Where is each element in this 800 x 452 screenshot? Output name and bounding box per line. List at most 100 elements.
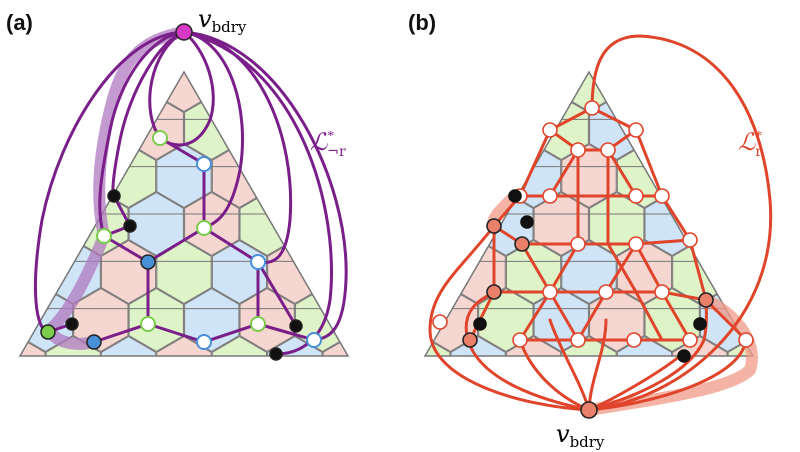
hexagon-tile — [644, 96, 700, 160]
vertex-open-green — [196, 220, 212, 236]
hexagon-tile — [616, 336, 673, 356]
vertex-open-green — [250, 316, 266, 332]
vertex-filled-salmon — [514, 236, 530, 252]
loop-outer-left-b — [428, 224, 591, 412]
vertex-open-green — [140, 316, 156, 332]
inner-edge-5 — [256, 260, 298, 328]
hexagon-tile — [756, 289, 800, 352]
hexagon-tile — [756, 193, 800, 256]
vertex-label-b-sub: bdry — [570, 433, 605, 451]
hexagon-tile — [478, 96, 534, 160]
loop-to-black — [111, 30, 186, 198]
hexagon-tile — [672, 72, 728, 112]
hexagon-tile — [784, 145, 800, 208]
vertices-b — [432, 100, 754, 419]
hexagon-tile — [672, 144, 728, 208]
loop-lines-a — [34, 30, 348, 356]
vertex-open-red — [570, 332, 586, 348]
hexagon-tile — [406, 193, 460, 256]
hexagon-tile — [267, 72, 323, 112]
lattice-loop-2 — [590, 106, 748, 342]
hexagon-tile — [240, 1, 294, 64]
vertex-open-red — [584, 100, 600, 116]
vertex-open-red — [600, 142, 616, 158]
loop-outer-right-b — [587, 34, 773, 412]
vertex-black — [508, 189, 522, 203]
vertex-open-blue — [196, 334, 212, 350]
vertex-open-red — [628, 188, 644, 204]
hexagon-tile — [450, 72, 506, 112]
hexagon-tile — [505, 72, 562, 112]
panel-b: (b) vbdry ℒ* r — [312, 1, 800, 451]
vertex-black — [693, 317, 707, 331]
loop-label-b: ℒ* r — [738, 128, 762, 160]
hexagon-tile — [128, 288, 184, 352]
hexagon-tile — [379, 241, 433, 304]
vertex-open-red — [628, 236, 644, 252]
vertex-filled-salmon — [462, 332, 478, 348]
open-vertices-b — [432, 100, 754, 348]
loop-label-b-sub: r — [755, 144, 762, 160]
loop-right-b3 — [587, 354, 682, 412]
vertex-black — [473, 317, 487, 331]
hexagon-tile — [784, 241, 800, 304]
hexagon-tile — [590, 1, 644, 64]
hexagon-tile — [368, 289, 422, 352]
loop-label-a-main: ℒ — [310, 128, 328, 156]
vertex-filled-blue — [86, 334, 102, 350]
vertex-label-b: vbdry — [556, 420, 605, 451]
hexagon-tile — [312, 193, 366, 256]
vertex-open-blue — [250, 254, 266, 270]
vertex-open-red — [626, 332, 642, 348]
vertex-open-green — [152, 130, 168, 146]
vertex-black — [289, 319, 303, 333]
hexagon-tile — [100, 336, 157, 356]
hexagon-tile — [406, 97, 460, 160]
hexagon-tile — [239, 288, 295, 352]
hexagon-tile — [351, 1, 405, 64]
vertex-open-red — [570, 236, 586, 252]
hexagon-tile — [425, 192, 479, 256]
vertex-open-red — [598, 284, 614, 300]
hexagon-tile — [425, 96, 479, 160]
hexagon-tile — [0, 97, 17, 160]
loop-to-green-left — [98, 30, 186, 238]
hexagon-tile — [211, 336, 268, 356]
vertex-open-red — [570, 142, 586, 158]
vertex-label-a: vbdry — [198, 5, 247, 36]
vertex-filled-green — [40, 324, 56, 340]
loop-mid-b1 — [587, 318, 608, 412]
loop-label-a-sup: * — [327, 129, 334, 144]
vertex-filled-salmon — [698, 292, 714, 308]
hexagon-tile — [379, 49, 433, 112]
hexagon-tile — [351, 97, 405, 160]
vertex-open-red — [628, 122, 644, 138]
hexagon-tile — [45, 336, 101, 356]
hexagon-tile — [699, 192, 753, 256]
lattice-loop-3 — [548, 128, 638, 152]
hexagon-tile — [340, 49, 394, 112]
hexagon-tile — [517, 1, 571, 64]
loop-left-3 — [518, 338, 591, 412]
vertex-filled-salmon — [486, 284, 502, 300]
vertex-boundary-b — [580, 401, 598, 419]
hexagon-tile — [322, 72, 348, 112]
loop-label-a-sub: ¬r — [327, 144, 346, 160]
hexagon-tile — [0, 193, 17, 256]
hexagon-tile — [534, 1, 588, 64]
hexagon-tile — [756, 1, 800, 64]
hexagon-tile — [20, 336, 46, 356]
vertex-open-red — [654, 188, 670, 204]
hexagon-tile — [340, 145, 394, 208]
loop-right-1 — [182, 30, 244, 230]
loop-label-a: ℒ* ¬r — [310, 128, 346, 160]
hexagon-tile — [450, 336, 506, 356]
hexagon-tile — [20, 144, 46, 208]
loop-left-2 — [464, 290, 591, 412]
vertex-open-red — [542, 284, 558, 300]
vertex-open-red — [512, 332, 528, 348]
hexagon-tile — [312, 1, 366, 64]
vertex-open-red — [682, 232, 698, 248]
hexagon-tile — [561, 144, 617, 208]
